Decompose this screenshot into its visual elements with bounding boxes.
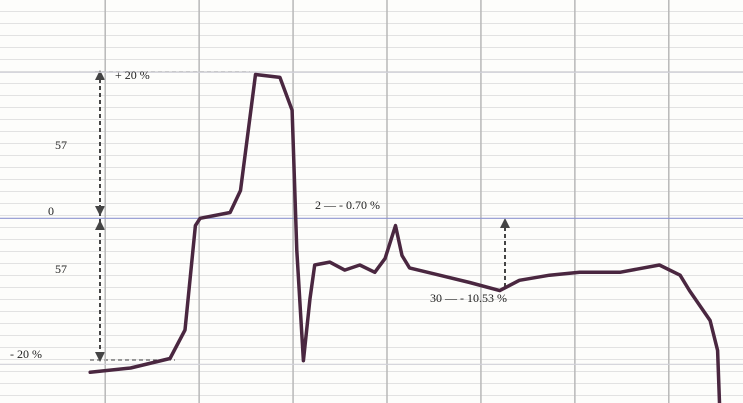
- annotation: + 20 %: [115, 68, 150, 82]
- arrow-heads: [95, 70, 510, 362]
- annotation: 2 — - 0.70 %: [315, 198, 380, 212]
- plot: [88, 72, 722, 403]
- arrows: [90, 71, 506, 361]
- annotation: 57: [55, 138, 67, 152]
- annotation: - 20 %: [10, 347, 42, 361]
- trace: [88, 72, 722, 403]
- annotation: 0: [48, 204, 54, 218]
- annotation: 57: [55, 262, 67, 276]
- annotation: 30 — - 10.53 %: [430, 291, 507, 305]
